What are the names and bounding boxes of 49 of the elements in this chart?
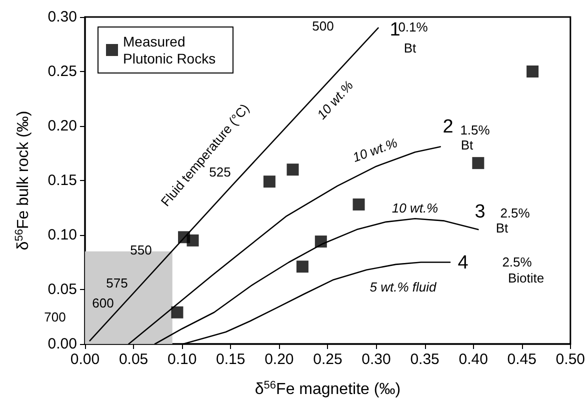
point (171, 306, 184, 318)
x-tick-label: 0.25 (313, 351, 342, 368)
point (186, 234, 199, 246)
annotation: 3 (474, 202, 486, 222)
annotation: 2.5% (502, 254, 532, 270)
annotation: 2.5% (500, 206, 530, 220)
point (472, 157, 484, 170)
point (352, 198, 365, 210)
annotation: 500 (312, 18, 334, 34)
y-tick-label: 0.20 (48, 118, 77, 134)
annotation: 1 (390, 20, 400, 40)
y-axis-title: δ56Fe bulk rock (‰) (14, 110, 32, 250)
x-tick-label: 0.15 (216, 351, 246, 368)
legend-label: Measured Plutonic Rocks (123, 34, 216, 66)
annotation: 575 (106, 276, 128, 290)
annotation: 600 (92, 296, 114, 310)
point (526, 66, 539, 78)
x-tick-label: 0.30 (362, 351, 391, 368)
x-tick-label: 0.00 (70, 351, 100, 368)
annotation: 550 (130, 242, 152, 258)
y-tick-label: 0.15 (48, 172, 77, 189)
annotation: 10 wt.% (350, 135, 400, 165)
y-tick-label: 0.30 (48, 8, 77, 26)
point (296, 260, 308, 273)
x-tick-label: 0.05 (118, 351, 148, 368)
annotation: 10 wt.% (392, 200, 438, 216)
annotation: 0.1% (398, 20, 428, 34)
x-tick-label: 0.10 (167, 351, 197, 368)
y-tick-label: 0.10 (48, 226, 77, 244)
annotation: Bt (460, 138, 474, 152)
annotation: 2 (442, 116, 454, 138)
x-tick-label: 0.40 (458, 351, 488, 368)
annotation: 1.5% (460, 122, 490, 138)
text: 700 (44, 310, 66, 324)
y-tick-label: 0.00 (48, 336, 77, 352)
y-tick-label: 0.05 (48, 281, 77, 298)
x-tick-label: 0.45 (507, 351, 536, 368)
x-tick-label: 0.20 (264, 351, 294, 368)
point (263, 176, 276, 188)
x-tick-label: 0.35 (410, 351, 440, 368)
point (286, 164, 299, 176)
annotation: 5 wt.% fluid (370, 280, 437, 294)
y-tick-label: 0.25 (48, 63, 77, 80)
point (314, 236, 327, 248)
annotation: Biotite (508, 270, 544, 286)
annotation: 4 (458, 252, 469, 274)
annotation: Bt (404, 40, 417, 56)
x-tick-label: 0.50 (556, 351, 586, 368)
annotation: Bt (496, 220, 509, 236)
